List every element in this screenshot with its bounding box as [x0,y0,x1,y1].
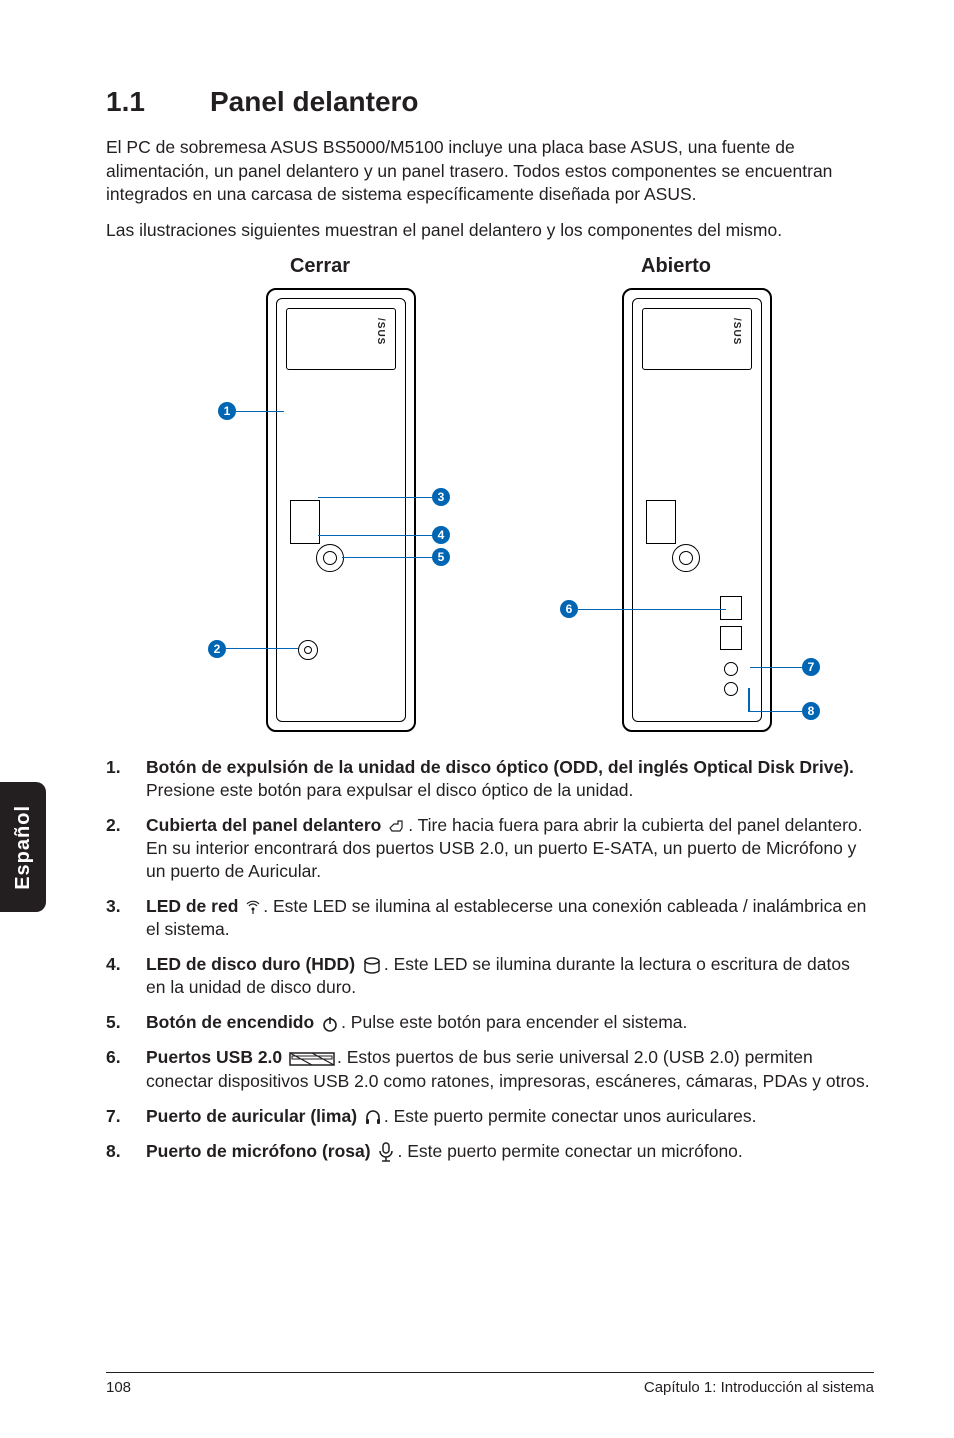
lead-5 [342,557,432,559]
heading-title: Panel delantero [210,86,419,117]
callout-5: 5 [432,548,450,566]
intro-paragraph-2: Las ilustraciones siguientes muestran el… [106,219,874,243]
power-button-icon [316,544,344,572]
power-icon [319,1012,341,1032]
open-tower-wrap: /SUS 6 7 8 [526,288,826,736]
diagram-row: Cerrar /SUS 1 2 3 [106,255,874,736]
led-box [290,500,320,544]
brand-text-open: /SUS [731,318,742,345]
item-text: Puerto de micrófono (rosa) . Este puerto… [146,1140,874,1163]
led-box-open [646,500,676,544]
lead-6 [578,609,726,611]
callout-1: 1 [218,402,236,420]
open-tower: /SUS [622,288,772,732]
item-number: 1. [106,756,146,802]
item-text: Cubierta del panel delantero . Tire haci… [146,814,874,883]
lead-1 [236,411,284,413]
lead-8 [748,711,802,713]
item-rest: . Pulse este botón para encender el sist… [341,1012,687,1032]
item-bold: Puertos USB 2.0 [146,1047,287,1067]
front-panel-latch [298,640,318,660]
lead-2 [226,648,298,650]
item-bold: Puerto de auricular (lima) [146,1106,362,1126]
power-button-icon-open [672,544,700,572]
diagram-closed-label: Cerrar [290,255,350,278]
callout-6: 6 [560,600,578,618]
item-number: 4. [106,953,146,999]
closed-tower: /SUS [266,288,416,732]
item-number: 2. [106,814,146,883]
item-rest: . Este puerto permite conectar un micróf… [397,1141,742,1161]
feature-item: 7.Puerto de auricular (lima) . Este puer… [106,1105,874,1128]
item-bold: Botón de encendido [146,1012,319,1032]
callout-7: 7 [802,658,820,676]
callout-2: 2 [208,640,226,658]
item-number: 6. [106,1046,146,1092]
chapter-title: Capítulo 1: Introducción al sistema [644,1379,874,1396]
item-text: Botón de expulsión de la unidad de disco… [146,756,874,802]
section-heading: 1.1Panel delantero [106,86,874,118]
item-text: Botón de encendido . Pulse este botón pa… [146,1011,874,1034]
diagram-open-label: Abierto [641,255,711,278]
item-number: 7. [106,1105,146,1128]
brand-text: /SUS [375,318,386,345]
heading-number: 1.1 [106,86,210,118]
headphone-icon [362,1106,384,1126]
item-number: 3. [106,895,146,941]
diagram-open: Abierto /SUS 6 7 [526,255,826,736]
feature-item: 5.Botón de encendido . Pulse este botón … [106,1011,874,1034]
item-bold: Cubierta del panel delantero [146,815,386,835]
intro-paragraph-1: El PC de sobremesa ASUS BS5000/M5100 inc… [106,136,874,207]
callout-8: 8 [802,702,820,720]
page-number: 108 [106,1379,131,1396]
item-text: Puerto de auricular (lima) . Este puerto… [146,1105,874,1128]
cylinder-icon [360,954,384,974]
item-rest: . Este puerto permite conectar unos auri… [384,1106,757,1126]
item-number: 8. [106,1140,146,1163]
item-bold: LED de disco duro (HDD) [146,954,360,974]
usb-port-1 [720,596,742,620]
item-bold: LED de red [146,896,243,916]
item-bold: Puerto de micrófono (rosa) [146,1141,375,1161]
feature-item: 1.Botón de expulsión de la unidad de dis… [106,756,874,802]
mic-jack [724,682,738,696]
item-text: LED de red . Este LED se ilumina al esta… [146,895,874,941]
callout-3: 3 [432,488,450,506]
page-content: 1.1Panel delantero El PC de sobremesa AS… [0,0,954,1163]
lead-8v [748,688,750,711]
feature-list: 1.Botón de expulsión de la unidad de dis… [106,756,874,1163]
item-text: Puertos USB 2.0 . Estos puertos de bus s… [146,1046,874,1092]
mic-icon [375,1141,397,1161]
lead-7 [750,667,802,669]
diagram-closed: Cerrar /SUS 1 2 3 [170,255,470,736]
closed-tower-wrap: /SUS 1 2 3 4 5 [170,288,470,736]
hand-icon [386,815,408,835]
usb-port-2 [720,626,742,650]
language-tab: Español [0,782,46,912]
lead-3 [318,497,432,499]
feature-item: 2.Cubierta del panel delantero . Tire ha… [106,814,874,883]
language-tab-label: Español [12,805,35,890]
feature-item: 3.LED de red . Este LED se ilumina al es… [106,895,874,941]
feature-item: 4.LED de disco duro (HDD) . Este LED se … [106,953,874,999]
usb-icon [287,1047,337,1067]
item-rest: Presione este botón para expulsar el dis… [146,780,633,800]
item-bold: Botón de expulsión de la unidad de disco… [146,757,854,777]
callout-4: 4 [432,526,450,544]
antenna-icon [243,896,263,916]
item-number: 5. [106,1011,146,1034]
headphone-jack [724,662,738,676]
lead-4 [318,535,432,537]
feature-item: 6.Puertos USB 2.0 . Estos puertos de bus… [106,1046,874,1092]
item-text: LED de disco duro (HDD) . Este LED se il… [146,953,874,999]
page-footer: 108 Capítulo 1: Introducción al sistema [106,1372,874,1396]
feature-item: 8.Puerto de micrófono (rosa) . Este puer… [106,1140,874,1163]
